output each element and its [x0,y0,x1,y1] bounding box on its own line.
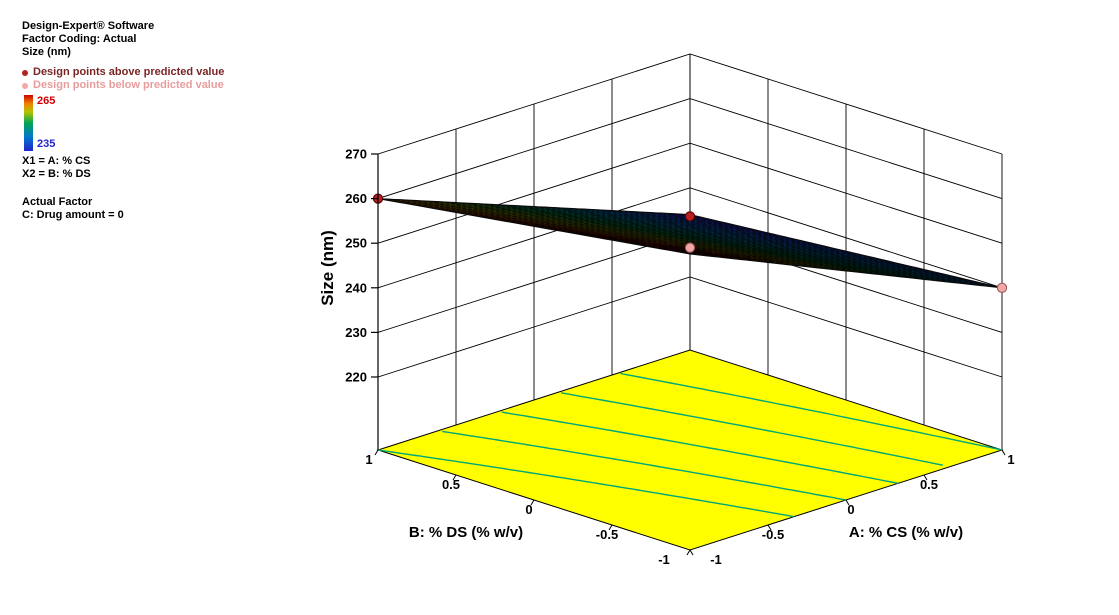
b-tick [608,524,613,531]
below-point-marker [22,82,28,89]
design-point-above [684,211,696,222]
floor-plane [376,349,1004,551]
b-tick-label: 1 [365,452,372,467]
below-point-row: Design points below predicted value [22,79,224,92]
a-tick-label: 0.5 [920,477,938,492]
b-tick [686,549,691,556]
a-tick [845,499,850,506]
below-point-label: Design points below predicted value [33,79,224,91]
floor-contour [560,392,944,466]
floor [376,349,1004,551]
b-tick [530,499,535,506]
color-scale-max: 265 [37,95,56,107]
y-axis-title: B: % DS (% w/v) [409,524,523,541]
x2-assignment: X2 = B: % DS [22,168,91,180]
b-tick [374,449,379,456]
z-tick-label: 260 [345,191,367,206]
software-title: Design-Expert® Software [22,20,155,32]
z-axis-title: Size (nm) [318,230,337,306]
z-tick-label: 230 [345,325,367,340]
a-tick-label: -0.5 [762,527,784,542]
design-point-below [684,242,696,253]
z-tick-label: 220 [345,370,367,385]
info-panel: Design-Expert® Software Factor Coding: A… [22,20,224,222]
b-tick-label: 0 [525,502,532,517]
above-point-label: Design points above predicted value [33,66,225,78]
a-tick [1001,449,1006,456]
floor-contour [501,411,899,484]
a-tick [767,524,772,531]
a-tick-label: -1 [710,552,722,567]
above-point-marker [22,69,28,76]
axes: 220 230 240 250 260 270 -1 -0.5 0 0.5 1 1 0.5 0 -0.5 -1… [318,147,1015,568]
b-tick-label: 0.5 [442,477,460,492]
a-tick-label: 1 [1007,452,1014,467]
surface-mesh [377,198,1003,289]
color-scale-min: 235 [37,138,56,150]
above-point-row: Design points above predicted value [22,66,224,79]
b-tick-label: -1 [658,552,670,567]
actual-factor-title: Actual Factor [22,196,93,208]
floor-contour [377,449,795,518]
response-name: Size (nm) [22,46,71,58]
a-tick [689,549,694,556]
x-axis-title: A: % CS (% w/v) [849,524,963,541]
a-tick-label: 0 [847,502,854,517]
z-tick-label: 270 [345,147,367,162]
floor-contour [442,430,847,501]
actual-factor-value: C: Drug amount = 0 [22,209,124,221]
x1-assignment: X1 = A: % CS [22,155,91,167]
a-tick [923,474,928,481]
factor-coding-label: Factor Coding: Actual [22,33,137,45]
b-tick-label: -0.5 [596,527,618,542]
design-point-below [996,282,1008,293]
color-scale-bar [24,95,33,151]
floor-contour [620,372,1003,451]
color-scale-labels: 265 235 [37,95,55,151]
z-tick-label: 240 [345,280,367,295]
z-tick-label: 250 [345,236,367,251]
b-tick [452,474,457,481]
color-scale: 265 235 [24,95,224,151]
spacer [22,181,224,196]
